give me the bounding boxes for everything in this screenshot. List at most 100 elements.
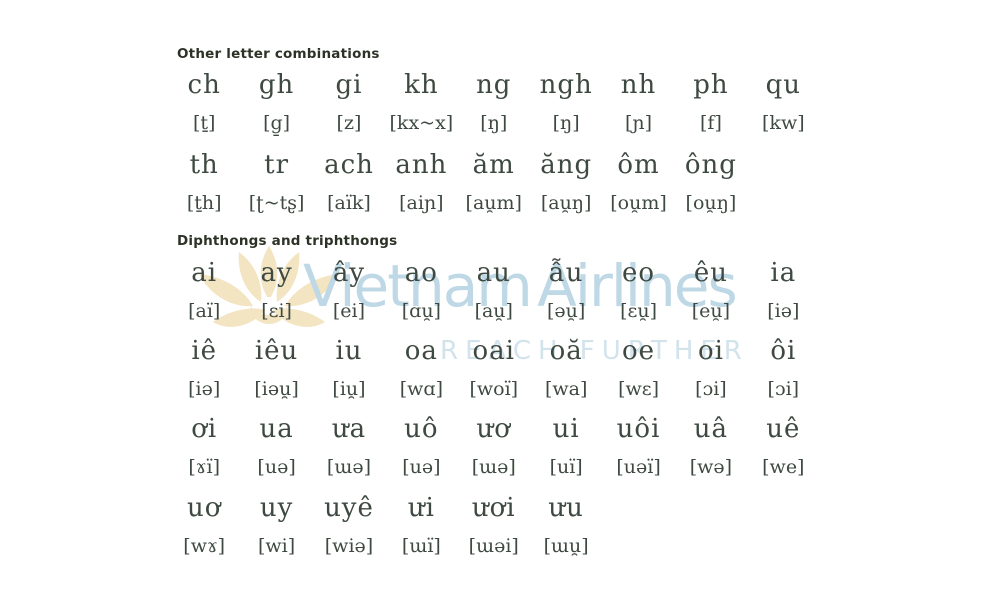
- ipa-pronunciation: [ɛu̯]: [620, 300, 657, 322]
- combination-cell: oi [ɔi]: [675, 336, 747, 401]
- ipa-pronunciation: [wə]: [689, 456, 733, 478]
- letter-combination: iêu: [254, 336, 299, 366]
- letter-combination: oi: [697, 336, 724, 366]
- table-row: th [ṯh] tr [ʈ~tʂ] ach [aïk] anh [aiɲ] ăm [au̯m] ăn…: [168, 150, 828, 215]
- letter-combination: ngh: [539, 70, 593, 100]
- ipa-pronunciation: [ɔi]: [695, 378, 727, 400]
- table-row: ơi [ɤï] ua [uə] ưa [ɯə] uô [uə] ươ [ɯə] ui [uï] uôi […: [168, 414, 828, 479]
- ipa-pronunciation: [wɤ]: [183, 535, 226, 557]
- combination-cell: ưu [ɯu̯]: [530, 493, 602, 558]
- combination-cell: eo [ɛu̯]: [602, 258, 674, 323]
- ipa-pronunciation: [ŋ]: [552, 112, 580, 134]
- letter-combination: ui: [552, 414, 580, 444]
- combination-cell: ăm [au̯m]: [458, 150, 530, 215]
- combination-cell: qu [kw]: [747, 70, 819, 135]
- letter-combination: uôi: [616, 414, 661, 444]
- letter-combination: ẫu: [548, 258, 584, 288]
- letter-combination: ưu: [548, 493, 584, 523]
- letter-combination: nh: [620, 70, 657, 100]
- combination-cell: uôi [uəï]: [602, 414, 674, 479]
- letter-combination: kh: [404, 70, 439, 100]
- letter-combination: ưi: [407, 493, 435, 523]
- combination-cell: tr [ʈ~tʂ]: [240, 150, 312, 215]
- combination-cell: ch [ṯ]: [168, 70, 240, 135]
- ipa-pronunciation: [ṯ]: [192, 112, 216, 134]
- letter-combination: qu: [765, 70, 802, 100]
- letter-combination: uy: [259, 493, 294, 523]
- letter-combination: th: [189, 150, 219, 180]
- section-heading: Other letter combinations: [177, 46, 380, 62]
- ipa-pronunciation: [əu̯]: [546, 300, 586, 322]
- ipa-pronunciation: [eu̯]: [691, 300, 731, 322]
- letter-combination: ia: [770, 258, 797, 288]
- letter-combination: uyê: [324, 493, 374, 523]
- combination-cell: uy [wi]: [240, 493, 312, 558]
- ipa-pronunciation: [ɯəi]: [468, 535, 519, 557]
- ipa-pronunciation: [we]: [762, 456, 805, 478]
- letter-combination: ôi: [770, 336, 797, 366]
- letter-combination: ay: [260, 258, 293, 288]
- combination-cell: ăng [au̯ŋ]: [530, 150, 602, 215]
- combination-cell: uyê [wiə]: [313, 493, 385, 558]
- letter-combination: gi: [335, 70, 363, 100]
- ipa-pronunciation: [ɔi]: [767, 378, 800, 400]
- ipa-pronunciation: [wɑ]: [399, 378, 443, 400]
- letter-combination: ai: [191, 258, 218, 288]
- letter-combination: ach: [324, 150, 374, 180]
- ipa-pronunciation: [aïk]: [327, 192, 371, 214]
- letter-combination: oa: [404, 336, 438, 366]
- combination-cell: êu [eu̯]: [675, 258, 747, 323]
- combination-cell: oe [wɛ]: [602, 336, 674, 401]
- letter-combination: oe: [622, 336, 656, 366]
- ipa-pronunciation: [ɯə]: [471, 456, 516, 478]
- combination-cell: anh [aiɲ]: [385, 150, 457, 215]
- combination-cell: ph [f]: [675, 70, 747, 135]
- letter-combination: ây: [332, 258, 366, 288]
- combination-cell: ôm [ou̯m]: [602, 150, 674, 215]
- letter-combination: ông: [684, 150, 737, 180]
- letter-combination: ươ: [476, 414, 511, 444]
- letter-combination: anh: [395, 150, 448, 180]
- combination-cell: ươ [ɯə]: [458, 414, 530, 479]
- ipa-pronunciation: [uə]: [402, 456, 441, 478]
- combination-cell: gh [g̱]: [240, 70, 312, 135]
- combination-cell: ach [aïk]: [313, 150, 385, 215]
- ipa-pronunciation: [iə]: [188, 378, 221, 400]
- letter-combination: iê: [191, 336, 218, 366]
- combination-cell: iêu [iəu̯]: [240, 336, 312, 401]
- letter-combination: ưa: [331, 414, 367, 444]
- ipa-pronunciation: [uə]: [257, 456, 296, 478]
- ipa-pronunciation: [wi]: [258, 535, 296, 557]
- ipa-pronunciation: [kx~x]: [389, 112, 454, 134]
- letter-combination: ăm: [472, 150, 515, 180]
- ipa-pronunciation: [ŋ]: [480, 112, 508, 134]
- ipa-pronunciation: [ɤï]: [188, 456, 220, 478]
- ipa-pronunciation: [z]: [336, 112, 362, 134]
- ipa-pronunciation: [ɛi]: [261, 300, 292, 322]
- combination-cell: ng [ŋ]: [458, 70, 530, 135]
- letter-combination: ôm: [617, 150, 660, 180]
- ipa-pronunciation: [ʈ~tʂ]: [248, 192, 305, 214]
- letter-combination: oă: [549, 336, 583, 366]
- combination-cell: ôi [ɔi]: [747, 336, 819, 401]
- combination-cell: ưi [ɯï]: [385, 493, 457, 558]
- letter-combination: ao: [404, 258, 438, 288]
- combination-cell: iê [iə]: [168, 336, 240, 401]
- combination-cell: ngh [ŋ]: [530, 70, 602, 135]
- letter-combination: ph: [693, 70, 729, 100]
- combination-cell: ua [uə]: [240, 414, 312, 479]
- ipa-pronunciation: [ou̯m]: [610, 192, 667, 214]
- combination-cell: uâ [wə]: [675, 414, 747, 479]
- combination-cell: kh [kx~x]: [385, 70, 457, 135]
- letter-combination: gh: [258, 70, 295, 100]
- letter-combination: uô: [404, 414, 439, 444]
- table-row: ai [aï] ay [ɛi] ây [ei] ao [ɑu̯] au [au̯] ẫu [əu̯] e…: [168, 258, 828, 323]
- combination-cell: oa [wɑ]: [385, 336, 457, 401]
- letter-combination: oai: [472, 336, 515, 366]
- combination-cell: au [au̯]: [458, 258, 530, 323]
- ipa-pronunciation: [uï]: [549, 456, 583, 478]
- combination-cell: ia [iə]: [747, 258, 819, 323]
- ipa-pronunciation: [ɲ]: [625, 112, 653, 134]
- combination-cell: ưa [ɯə]: [313, 414, 385, 479]
